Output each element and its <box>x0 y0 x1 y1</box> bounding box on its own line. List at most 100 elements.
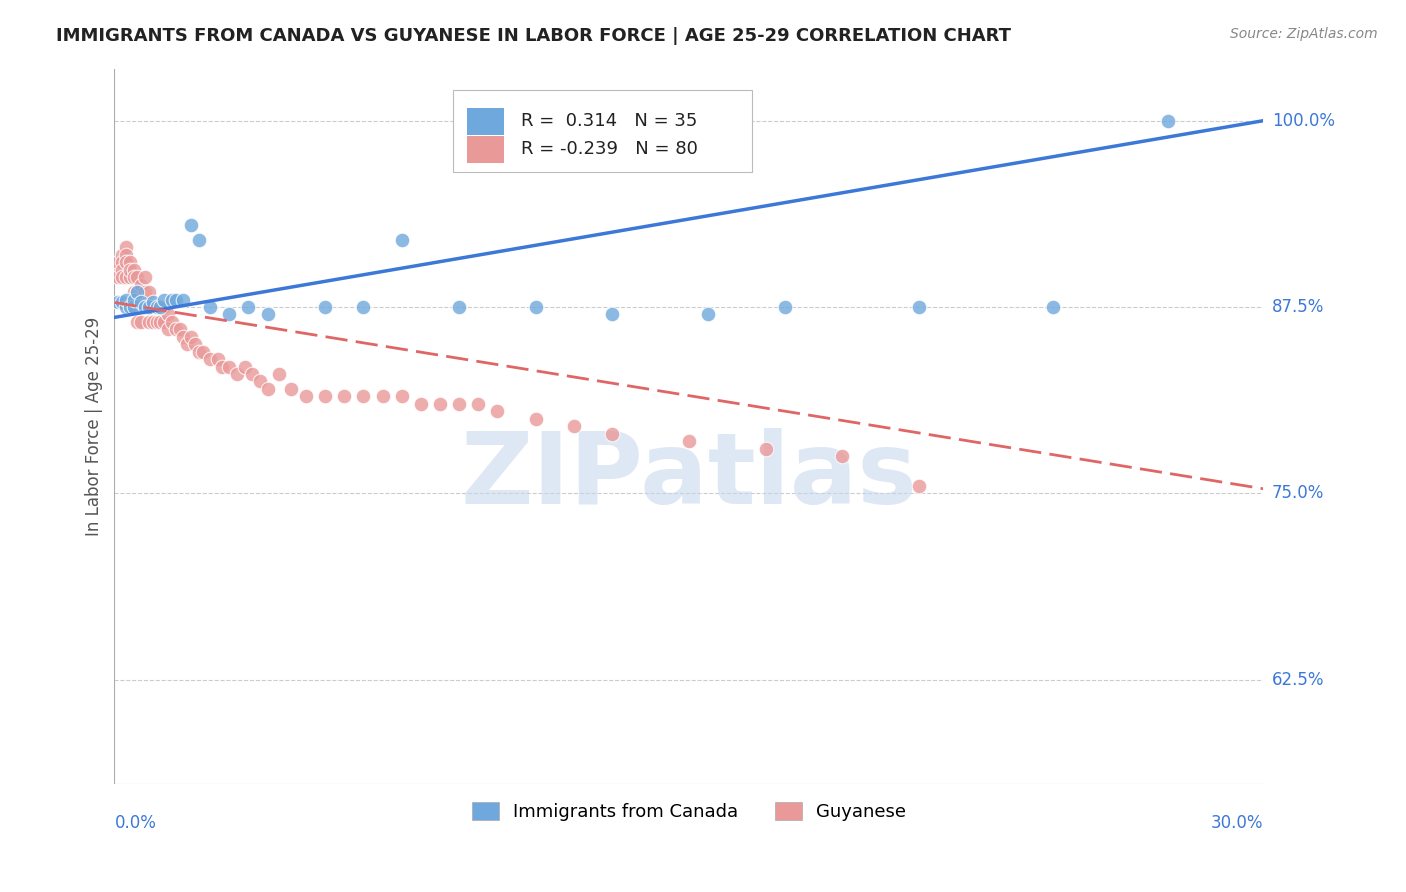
Point <box>352 389 374 403</box>
Point <box>138 300 160 314</box>
Point <box>122 293 145 307</box>
Point <box>122 285 145 299</box>
Point <box>115 293 138 307</box>
Point <box>187 344 209 359</box>
Point <box>115 255 138 269</box>
Text: 30.0%: 30.0% <box>1211 814 1264 832</box>
Point <box>169 322 191 336</box>
Point <box>187 233 209 247</box>
Point <box>211 359 233 374</box>
FancyBboxPatch shape <box>453 90 752 172</box>
Point <box>773 300 796 314</box>
Point <box>391 233 413 247</box>
Point <box>172 330 194 344</box>
Point <box>180 218 202 232</box>
Legend: Immigrants from Canada, Guyanese: Immigrants from Canada, Guyanese <box>464 795 914 829</box>
Point <box>1042 300 1064 314</box>
Text: R = -0.239   N = 80: R = -0.239 N = 80 <box>522 140 697 158</box>
Point <box>191 344 214 359</box>
Point <box>295 389 318 403</box>
Text: Source: ZipAtlas.com: Source: ZipAtlas.com <box>1230 27 1378 41</box>
Point <box>127 285 149 299</box>
Point <box>127 285 149 299</box>
Point <box>122 262 145 277</box>
Point <box>176 337 198 351</box>
Point <box>486 404 509 418</box>
Point <box>118 262 141 277</box>
Point <box>122 300 145 314</box>
Point <box>165 322 187 336</box>
Point <box>107 270 129 285</box>
Text: 75.0%: 75.0% <box>1272 484 1324 502</box>
Point <box>142 300 165 314</box>
Point <box>129 300 152 314</box>
Point <box>207 352 229 367</box>
Point <box>678 434 700 448</box>
Point <box>562 419 585 434</box>
Point <box>111 295 134 310</box>
Point <box>1156 113 1178 128</box>
Point <box>907 300 929 314</box>
Point <box>269 367 291 381</box>
Point <box>429 397 451 411</box>
Text: IMMIGRANTS FROM CANADA VS GUYANESE IN LABOR FORCE | AGE 25-29 CORRELATION CHART: IMMIGRANTS FROM CANADA VS GUYANESE IN LA… <box>56 27 1011 45</box>
Point <box>371 389 394 403</box>
Point <box>184 337 207 351</box>
Point <box>134 300 156 314</box>
Point <box>115 248 138 262</box>
Point <box>180 330 202 344</box>
Point <box>907 479 929 493</box>
Point <box>115 300 138 314</box>
Point <box>129 295 152 310</box>
Point <box>129 315 152 329</box>
Point <box>129 293 152 307</box>
Point <box>134 285 156 299</box>
Point <box>115 270 138 285</box>
Text: 0.0%: 0.0% <box>114 814 156 832</box>
Point <box>153 300 176 314</box>
Point <box>134 300 156 314</box>
Point <box>314 389 336 403</box>
Point <box>127 315 149 329</box>
Point <box>218 359 240 374</box>
Point <box>233 359 256 374</box>
Point <box>142 315 165 329</box>
Point <box>449 397 471 411</box>
Point <box>111 255 134 269</box>
Point <box>409 397 432 411</box>
Point <box>198 352 221 367</box>
Point <box>142 295 165 310</box>
Point <box>524 300 547 314</box>
Point <box>115 240 138 254</box>
Point <box>145 300 167 314</box>
Point <box>160 315 183 329</box>
Point <box>111 248 134 262</box>
Point <box>157 322 180 336</box>
Point <box>391 389 413 403</box>
Text: R =  0.314   N = 35: R = 0.314 N = 35 <box>522 112 697 130</box>
Point <box>145 315 167 329</box>
Point <box>160 293 183 307</box>
Point <box>697 307 720 321</box>
Point <box>157 307 180 321</box>
Point <box>831 449 853 463</box>
Point <box>602 426 624 441</box>
Point <box>111 262 134 277</box>
Point <box>249 375 271 389</box>
Point <box>122 270 145 285</box>
Y-axis label: In Labor Force | Age 25-29: In Labor Force | Age 25-29 <box>86 317 103 536</box>
Point <box>127 300 149 314</box>
Point <box>122 300 145 314</box>
Point <box>118 300 141 314</box>
Point <box>138 285 160 299</box>
Point <box>138 315 160 329</box>
Point <box>524 411 547 425</box>
Point <box>198 300 221 314</box>
Point <box>149 300 172 314</box>
Point <box>118 255 141 269</box>
Point <box>602 307 624 321</box>
Point <box>134 270 156 285</box>
Point <box>118 270 141 285</box>
Point <box>149 315 172 329</box>
Point <box>127 270 149 285</box>
